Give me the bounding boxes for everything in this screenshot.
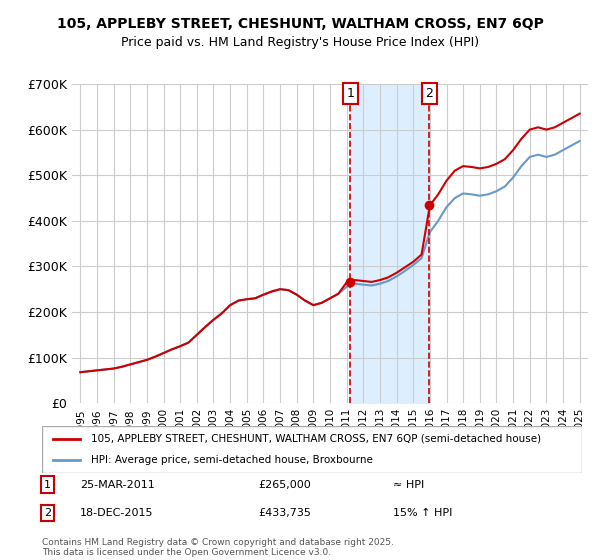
Text: 105, APPLEBY STREET, CHESHUNT, WALTHAM CROSS, EN7 6QP: 105, APPLEBY STREET, CHESHUNT, WALTHAM C… — [56, 17, 544, 31]
Text: 1: 1 — [347, 87, 355, 100]
Text: 2: 2 — [425, 87, 433, 100]
Text: Price paid vs. HM Land Registry's House Price Index (HPI): Price paid vs. HM Land Registry's House … — [121, 36, 479, 49]
Text: 15% ↑ HPI: 15% ↑ HPI — [393, 508, 452, 518]
Text: 25-MAR-2011: 25-MAR-2011 — [80, 480, 155, 490]
Text: 105, APPLEBY STREET, CHESHUNT, WALTHAM CROSS, EN7 6QP (semi-detached house): 105, APPLEBY STREET, CHESHUNT, WALTHAM C… — [91, 434, 541, 444]
Text: £433,735: £433,735 — [258, 508, 311, 518]
FancyBboxPatch shape — [42, 426, 582, 473]
Text: HPI: Average price, semi-detached house, Broxbourne: HPI: Average price, semi-detached house,… — [91, 455, 373, 465]
Text: 2: 2 — [44, 508, 51, 518]
Text: Contains HM Land Registry data © Crown copyright and database right 2025.
This d: Contains HM Land Registry data © Crown c… — [42, 538, 394, 557]
Text: ≈ HPI: ≈ HPI — [393, 480, 424, 490]
Text: £265,000: £265,000 — [258, 480, 311, 490]
Text: 18-DEC-2015: 18-DEC-2015 — [80, 508, 154, 518]
Text: 1: 1 — [44, 480, 51, 490]
